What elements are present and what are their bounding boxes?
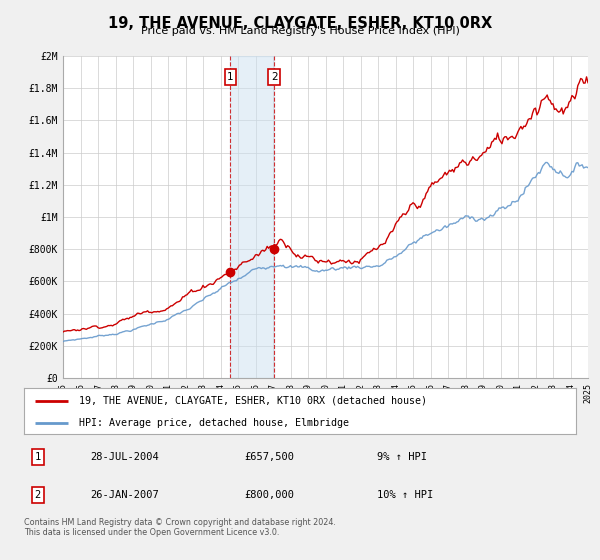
Text: 2: 2 bbox=[35, 490, 41, 500]
Text: 26-JAN-2007: 26-JAN-2007 bbox=[90, 490, 159, 500]
Text: Contains HM Land Registry data © Crown copyright and database right 2024.
This d: Contains HM Land Registry data © Crown c… bbox=[24, 518, 336, 538]
Text: 1: 1 bbox=[35, 452, 41, 462]
Text: 19, THE AVENUE, CLAYGATE, ESHER, KT10 0RX: 19, THE AVENUE, CLAYGATE, ESHER, KT10 0R… bbox=[108, 16, 492, 31]
Text: Price paid vs. HM Land Registry's House Price Index (HPI): Price paid vs. HM Land Registry's House … bbox=[140, 26, 460, 36]
Text: 9% ↑ HPI: 9% ↑ HPI bbox=[377, 452, 427, 462]
Text: 2: 2 bbox=[271, 72, 278, 82]
Text: 28-JUL-2004: 28-JUL-2004 bbox=[90, 452, 159, 462]
Text: £657,500: £657,500 bbox=[245, 452, 295, 462]
Bar bbox=[230, 56, 274, 378]
Text: 10% ↑ HPI: 10% ↑ HPI bbox=[377, 490, 434, 500]
Text: HPI: Average price, detached house, Elmbridge: HPI: Average price, detached house, Elmb… bbox=[79, 418, 349, 427]
Text: 19, THE AVENUE, CLAYGATE, ESHER, KT10 0RX (detached house): 19, THE AVENUE, CLAYGATE, ESHER, KT10 0R… bbox=[79, 396, 427, 406]
Text: £800,000: £800,000 bbox=[245, 490, 295, 500]
Text: 1: 1 bbox=[227, 72, 234, 82]
